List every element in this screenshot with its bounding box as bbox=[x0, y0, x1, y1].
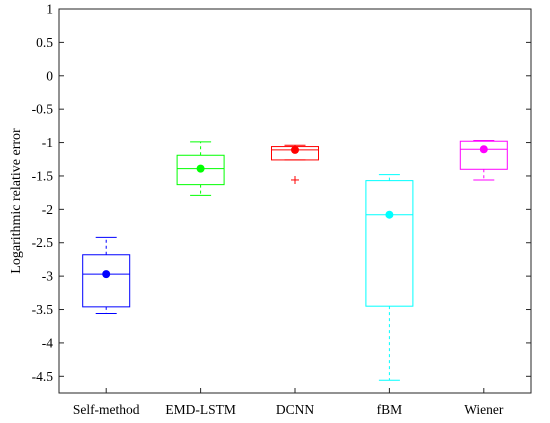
mean-marker bbox=[102, 270, 111, 279]
box-iqr bbox=[365, 180, 414, 307]
box-series bbox=[82, 140, 508, 381]
y-tick-label: -2.5 bbox=[32, 235, 54, 250]
box-iqr bbox=[82, 254, 131, 308]
y-tick-label: -4 bbox=[42, 335, 53, 350]
mean-marker bbox=[196, 164, 205, 173]
x-tick-label: fBM bbox=[377, 402, 403, 417]
y-axis-label: Logarithmic relative error bbox=[9, 128, 24, 274]
mean-marker bbox=[291, 145, 299, 154]
box-emd-lstm bbox=[176, 141, 225, 196]
y-tick-label: -4.5 bbox=[32, 369, 54, 384]
y-tick-label: 0.5 bbox=[36, 35, 53, 50]
x-axis-ticks: Self-method EMD-LSTM DCNN fBM Wiener bbox=[73, 388, 504, 417]
x-tick-label: Self-method bbox=[73, 402, 140, 417]
mean-marker bbox=[479, 145, 488, 154]
y-tick-label: 1 bbox=[46, 2, 53, 17]
outlier-marker bbox=[291, 175, 299, 184]
y-tick-label: -0.5 bbox=[32, 102, 54, 117]
y-axis-ticks: 1 0.5 0 -0.5 -1 -1.5 -2 -2.5 -3 -3.5 -4 -4.5 bbox=[32, 2, 531, 384]
y-tick-label: 0 bbox=[46, 68, 53, 83]
box-self-method bbox=[82, 236, 131, 315]
y-tick-label: -2 bbox=[42, 202, 53, 217]
y-tick-label: -1.5 bbox=[32, 168, 54, 183]
x-tick-label: EMD-LSTM bbox=[165, 402, 236, 417]
x-tick-label: DCNN bbox=[276, 402, 315, 417]
y-tick-label: -3.5 bbox=[32, 302, 54, 317]
box-iqr bbox=[176, 154, 225, 186]
box-fbm bbox=[365, 174, 414, 381]
box-wiener bbox=[459, 140, 508, 181]
mean-marker bbox=[385, 210, 394, 219]
box-iqr bbox=[459, 140, 508, 170]
y-tick-label: -3 bbox=[42, 269, 53, 284]
box-dcnn bbox=[271, 144, 319, 184]
plot-area-frame bbox=[58, 8, 532, 394]
x-tick-label: Wiener bbox=[464, 402, 504, 417]
y-tick-label: -1 bbox=[42, 135, 53, 150]
